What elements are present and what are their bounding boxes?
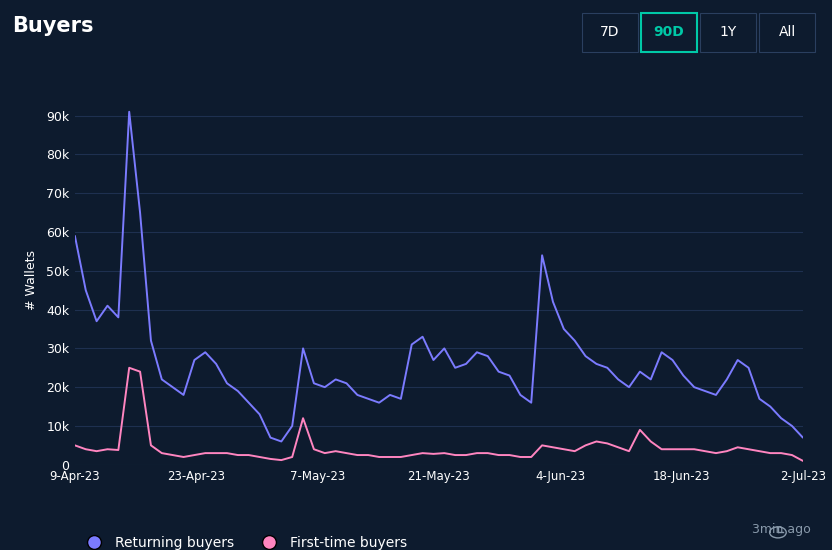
- Text: All: All: [779, 25, 795, 40]
- Text: 90D: 90D: [654, 25, 684, 40]
- Y-axis label: # Wallets: # Wallets: [25, 250, 37, 311]
- Text: Buyers: Buyers: [12, 16, 94, 36]
- Legend: Returning buyers, First-time buyers: Returning buyers, First-time buyers: [75, 530, 412, 550]
- Text: 7D: 7D: [600, 25, 620, 40]
- Text: 1Y: 1Y: [720, 25, 736, 40]
- Text: 3min ago: 3min ago: [752, 523, 811, 536]
